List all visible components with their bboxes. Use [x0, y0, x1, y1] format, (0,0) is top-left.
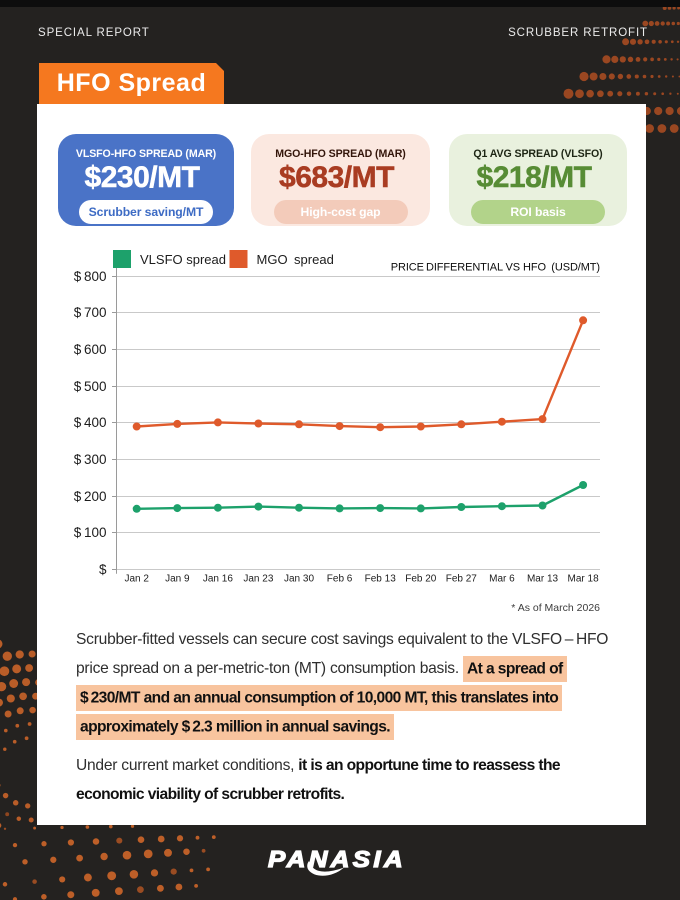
svg-text:Feb 27: Feb 27 [446, 574, 478, 585]
svg-text:MGO spread: MGO spread [257, 252, 334, 267]
svg-text:Jan 16: Jan 16 [203, 574, 233, 585]
svg-text:$ 800: $ 800 [74, 269, 107, 284]
svg-text:PANASIA: PANASIA [268, 846, 406, 872]
svg-text:Mar 13: Mar 13 [527, 574, 559, 585]
svg-text:Feb 13: Feb 13 [365, 574, 397, 585]
svg-text:$ 600: $ 600 [74, 342, 107, 357]
svg-text:$ 700: $ 700 [74, 305, 107, 320]
svg-text:Jan 9: Jan 9 [165, 574, 190, 585]
svg-text:VLSFO spread: VLSFO spread [140, 252, 226, 267]
svg-text:$ 200: $ 200 [74, 489, 107, 504]
svg-text:Jan 2: Jan 2 [124, 574, 149, 585]
svg-text:Jan 23: Jan 23 [243, 574, 273, 585]
svg-text:Feb 6: Feb 6 [327, 574, 353, 585]
svg-text:$ 300: $ 300 [74, 452, 107, 467]
svg-text:$: $ [99, 562, 107, 577]
svg-text:* As of March 2026: * As of March 2026 [511, 602, 600, 614]
svg-text:$ 500: $ 500 [74, 379, 107, 394]
svg-text:Jan 30: Jan 30 [284, 574, 314, 585]
svg-text:Mar 6: Mar 6 [489, 574, 515, 585]
svg-text:$ 100: $ 100 [74, 525, 107, 540]
svg-text:$ 400: $ 400 [74, 415, 107, 430]
svg-text:Feb 20: Feb 20 [405, 574, 437, 585]
svg-text:PRICE DIFFERENTIAL VS HFO (USD: PRICE DIFFERENTIAL VS HFO (USD/MT) [391, 261, 600, 273]
svg-text:Mar 18: Mar 18 [568, 574, 600, 585]
